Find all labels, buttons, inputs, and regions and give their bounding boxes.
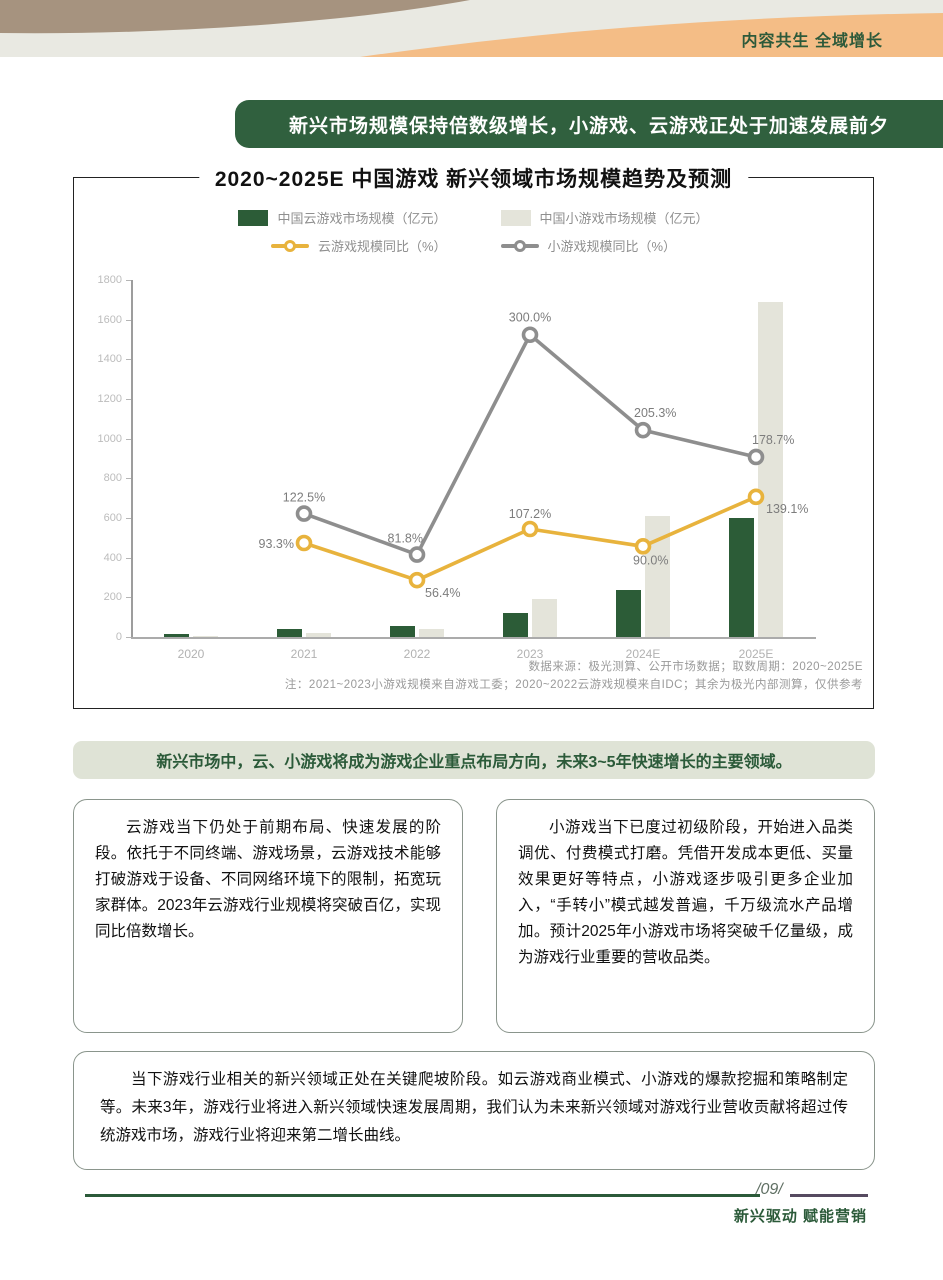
y-axis-tick-label: 1800	[97, 274, 122, 286]
chart-card: 2020~2025E 中国游戏 新兴领域市场规模趋势及预测 中国云游戏市场规模（…	[73, 163, 875, 710]
top-banner: 内容共生 全域增长	[0, 0, 943, 57]
yoy-data-label: 122.5%	[283, 491, 325, 505]
y-axis-tick-mark	[126, 399, 131, 400]
y-axis-tick-label: 1200	[97, 393, 122, 405]
cloud-yoy-marker	[634, 538, 652, 555]
y-axis-tick-label: 200	[103, 591, 122, 604]
y-axis-tick-label: 800	[103, 472, 122, 485]
mini-game-bar	[193, 636, 218, 637]
chart-legend-lines: 云游戏规模同比（%） 小游戏规模同比（%）	[74, 236, 873, 255]
cloud-yoy-marker	[521, 520, 539, 538]
cloud-gaming-text-box: 云游戏当下仍处于前期布局、快速发展的阶段。依托于不同终端、游戏场景，云游戏技术能…	[73, 799, 463, 1033]
yoy-data-label: 300.0%	[509, 311, 551, 325]
x-axis-category-label: 2022	[403, 647, 431, 661]
footer-rule-purple	[790, 1194, 868, 1197]
mini-game-bar	[306, 633, 331, 637]
legend-label: 小游戏规模同比（%）	[547, 239, 677, 254]
summary-paragraph: 当下游戏行业相关的新兴领域正处在关键爬坡阶段。如云游戏商业模式、小游戏的爆款挖掘…	[100, 1071, 848, 1144]
chart-title: 2020~2025E 中国游戏 新兴领域市场规模趋势及预测	[198, 163, 749, 193]
x-axis-category-label: 2023	[516, 647, 544, 661]
y-axis-tick-mark	[126, 637, 131, 638]
mini-yoy-marker	[295, 505, 313, 522]
yoy-data-label: 56.4%	[425, 586, 460, 600]
x-axis-category-label: 2025E	[738, 647, 774, 661]
yoy-lines-overlay: 122.5% 81.8% 300.0% 205.3% 178.7% 93.3% 56.4% 1…	[259, 311, 809, 600]
yoy-data-label: 205.3%	[634, 406, 676, 420]
y-axis-tick-label: 400	[103, 551, 122, 564]
x-axis-category-label: 2024E	[625, 647, 661, 661]
mini-yoy-marker	[634, 421, 652, 439]
legend-item-line-1: 小游戏规模同比（%）	[500, 236, 677, 255]
section-header-bar: 新兴市场规模保持倍数级增长，小游戏、云游戏正处于加速发展前夕	[235, 100, 943, 148]
mini-game-text-box: 小游戏当下已度过初级阶段，开始进入品类调优、付费模式打磨。凭借开发成本更低、买量…	[496, 799, 875, 1033]
x-axis-category-label: 2021	[290, 647, 318, 661]
chart-plot-area: 0 200 400 600 800 1000 1200 1400 1600 1800 2020 202…	[74, 178, 875, 710]
y-axis-tick-mark	[126, 319, 131, 321]
legend-swatch-icon	[500, 209, 531, 226]
cloud-gaming-bar	[503, 612, 528, 637]
legend-label: 中国小游戏市场规模（亿元）	[539, 211, 709, 226]
legend-item-line-0: 云游戏规模同比（%）	[270, 236, 447, 255]
key-takeaway-text: 新兴市场中，云、小游戏将成为游戏企业重点布局方向，未来3~5年快速增长的主要领域…	[156, 754, 792, 771]
mini-game-bar	[532, 599, 557, 637]
cloud-gaming-bar	[616, 589, 641, 637]
summary-text-box: 当下游戏行业相关的新兴领域正处在关键爬坡阶段。如云游戏商业模式、小游戏的爆款挖掘…	[73, 1051, 875, 1170]
banner-wave-graphic	[0, 0, 943, 57]
y-axis-tick-label: 0	[115, 631, 122, 643]
x-axis-line	[131, 637, 816, 639]
cloud-gaming-paragraph: 云游戏当下仍处于前期布局、快速发展的阶段。依托于不同终端、游戏场景，云游戏技术能…	[95, 819, 441, 940]
legend-line-marker-icon	[500, 238, 539, 254]
x-axis-category-label: 2020	[177, 647, 205, 661]
y-axis-tick-mark	[126, 478, 131, 480]
chart-source-note: 数据来源：极光测算、公开市场数据；取数周期：2020~2025E	[528, 661, 863, 673]
y-axis-tick-label: 1000	[97, 432, 122, 445]
y-axis-tick-label: 1400	[97, 353, 122, 366]
cloud-gaming-bar	[729, 518, 754, 637]
legend-label: 云游戏规模同比（%）	[317, 239, 447, 254]
y-axis-tick-mark	[126, 280, 131, 281]
legend-line-marker-icon	[270, 238, 309, 254]
yoy-data-label: 81.8%	[388, 532, 423, 546]
y-axis-tick-label: 1600	[97, 313, 122, 326]
footer-rule-green	[85, 1194, 760, 1197]
cloud-gaming-bar	[164, 634, 189, 637]
page-number: /09/	[756, 1181, 783, 1198]
y-axis-tick-mark	[126, 518, 131, 519]
cloud-yoy-marker	[295, 534, 313, 552]
mini-game-paragraph: 小游戏当下已度过初级阶段，开始进入品类调优、付费模式打磨。凭借开发成本更低、买量…	[518, 819, 853, 966]
legend-swatch-icon	[238, 209, 269, 226]
chart-legend-bars: 中国云游戏市场规模（亿元） 中国小游戏市场规模（亿元）	[74, 208, 873, 227]
chart-footnote: 注：2021~2023小游戏规模来自游戏工委；2020~2022云游戏规模来自I…	[284, 679, 863, 691]
footer-brand-slogan: 新兴驱动 赋能营销	[733, 1208, 867, 1225]
mini-yoy-marker	[408, 546, 426, 563]
yoy-data-label: 178.7%	[752, 433, 794, 447]
mini-game-bar	[758, 301, 783, 637]
cloud-yoy-marker	[408, 571, 426, 589]
legend-label: 中国云游戏市场规模（亿元）	[277, 211, 447, 226]
y-axis-line	[131, 280, 133, 637]
y-axis-tick-mark	[126, 359, 131, 361]
yoy-data-label: 139.1%	[766, 502, 808, 516]
section-header-title: 新兴市场规模保持倍数级增长，小游戏、云游戏正处于加速发展前夕	[288, 115, 889, 137]
y-axis-tick-mark	[126, 557, 131, 559]
y-axis-tick-mark	[126, 438, 131, 440]
yoy-data-label: 93.3%	[259, 537, 294, 551]
mini-yoy-marker	[747, 448, 765, 466]
mini-game-bar	[419, 629, 444, 637]
banner-slogan: 内容共生 全域增长	[741, 33, 883, 50]
cloud-yoy-marker	[747, 488, 765, 506]
mini-yoy-marker	[521, 326, 539, 344]
yoy-data-label: 107.2%	[509, 507, 551, 521]
cloud-gaming-bar	[277, 629, 302, 637]
cloud-gaming-bar	[390, 626, 415, 637]
yoy-data-label: 90.0%	[633, 553, 668, 567]
y-axis-tick-mark	[126, 597, 131, 599]
legend-item-bar-1: 中国小游戏市场规模（亿元）	[500, 208, 709, 227]
key-takeaway-banner: 新兴市场中，云、小游戏将成为游戏企业重点布局方向，未来3~5年快速增长的主要领域…	[73, 741, 875, 779]
legend-item-bar-0: 中国云游戏市场规模（亿元）	[238, 208, 447, 227]
y-axis-tick-label: 600	[103, 512, 122, 524]
